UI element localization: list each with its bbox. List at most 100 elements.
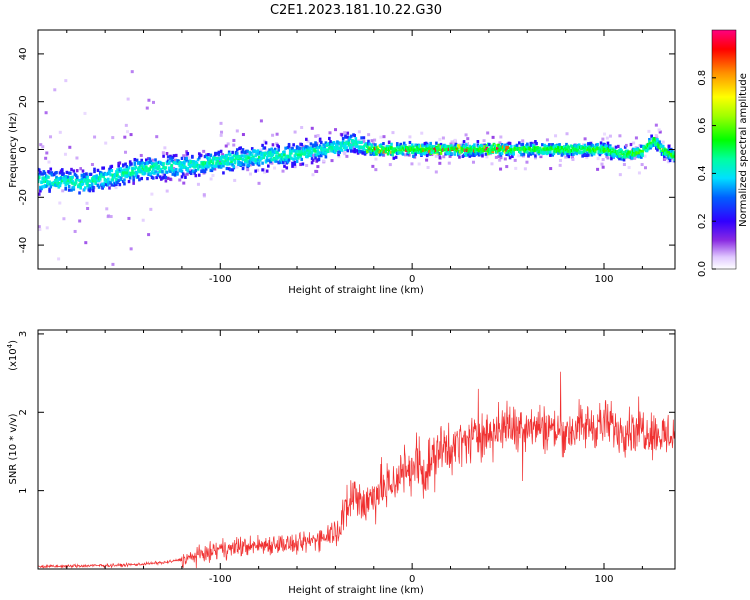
spectrogram-ridge-cell <box>430 144 434 149</box>
spectrogram-noise-cell <box>188 169 192 173</box>
spectrogram-ridge-cell <box>74 181 78 185</box>
spectrogram-noise-cell <box>367 133 371 137</box>
spectrogram-ridge-cell <box>257 161 261 165</box>
spectrogram-noise-cell <box>75 156 79 160</box>
spectrogram-ridge-cell <box>70 188 73 192</box>
spectrogram-ridge-cell <box>252 155 255 159</box>
spectrogram-ridge-cell <box>230 161 233 165</box>
spectrogram-ridge-cell <box>387 140 391 144</box>
spectrogram-ridge-cell <box>314 156 317 160</box>
spectrogram-ridge-cell <box>361 151 365 155</box>
spectrogram-ridge-cell <box>416 150 420 155</box>
spectrogram-ridge-cell <box>115 178 118 182</box>
spectrogram-ridge-cell <box>72 187 76 191</box>
spectrogram-ridge-cell <box>348 136 352 141</box>
spectrogram-ridge-cell <box>135 158 139 162</box>
spectrogram-ridge-cell <box>476 140 480 144</box>
spectrogram-ridge-cell <box>235 155 239 159</box>
spectrogram-ridge-cell <box>455 149 459 153</box>
spectrogram-noise-cell <box>124 123 128 127</box>
spectrogram-ridge-cell <box>530 149 534 153</box>
spectrogram-noise-cell <box>49 135 53 139</box>
spectrogram-ridge-cell <box>83 179 87 183</box>
spectrogram-ridge-cell <box>241 166 245 171</box>
spectrogram-ridge-cell <box>38 168 41 172</box>
spectrogram-ridge-cell <box>622 158 626 162</box>
spectrogram-ridge-cell <box>116 171 119 175</box>
spectrogram-ridge-cell <box>58 171 62 175</box>
spectrogram-ridge-cell <box>294 151 298 155</box>
spectrogram-noise-cell <box>182 154 186 158</box>
spectrogram-ridge-cell <box>258 158 262 162</box>
spectrogram-ridge-cell <box>587 143 590 147</box>
spectrogram-noise-cell <box>382 135 386 139</box>
spectrogram-noise-cell <box>174 158 178 162</box>
spectrogram-ridge-cell <box>250 147 254 151</box>
spectrogram-ridge-cell <box>353 148 356 152</box>
spectrogram-noise-cell <box>45 151 49 155</box>
spectrogram-noise-cell <box>608 134 612 138</box>
spectrogram-ridge-cell <box>92 185 95 190</box>
spectrogram-ridge-cell <box>239 156 243 161</box>
spectrogram-noise-cell <box>663 157 667 161</box>
spectrogram-noise-cell <box>558 159 562 163</box>
spectrogram-ridge-cell <box>231 150 234 154</box>
spectrogram-ridge-cell <box>41 172 45 176</box>
spectrogram-ridge-cell <box>138 178 141 182</box>
spectrogram-ridge-cell <box>378 153 382 157</box>
spectrogram-ridge-cell <box>86 175 89 179</box>
spectrogram-noise-cell <box>371 164 375 168</box>
spectrogram-noise-cell <box>246 168 250 172</box>
spectrogram-ytick-label: -40 <box>18 237 29 253</box>
spectrogram-noise-cell <box>666 160 670 164</box>
spectrogram-noise-cell <box>301 145 305 149</box>
spectrogram-ridge-cell <box>314 141 317 145</box>
spectrogram-ridge-cell <box>232 164 236 169</box>
spectrogram-ridge-cell <box>169 154 172 158</box>
spectrogram-ridge-cell <box>269 159 272 164</box>
spectrogram-ridge-cell <box>59 181 63 185</box>
spectrogram-ridge-cell <box>348 143 352 147</box>
spectrogram-noise-cell <box>434 154 438 158</box>
spectrogram-ridge-cell <box>185 156 188 161</box>
spectrogram-ridge-cell <box>608 145 612 149</box>
spectrogram-noise-cell <box>150 192 154 196</box>
spectrogram-ridge-cell <box>93 167 96 171</box>
spectrogram-ridge-cell <box>420 152 423 157</box>
spectrogram-ridge-cell <box>538 147 542 151</box>
spectrogram-ridge-cell <box>120 173 124 177</box>
spectrogram-ridge-cell <box>315 144 318 148</box>
spectrogram-ridge-cell <box>314 149 317 153</box>
spectrogram-noise-cell <box>45 226 49 230</box>
spectrogram-noise-cell <box>482 139 486 143</box>
spectrogram-ridge-cell <box>535 141 538 146</box>
spectrogram-ridge-cell <box>127 171 131 175</box>
spectrogram-ridge-cell <box>481 152 484 156</box>
spectrogram-ridge-cell <box>608 147 612 152</box>
spectrogram-noise-cell <box>410 162 414 166</box>
spectrogram-ridge-cell <box>308 151 312 155</box>
spectrogram-ridge-cell <box>344 147 347 152</box>
spectrogram-ridge-cell <box>125 165 129 169</box>
spectrogram-ridge-cell <box>590 153 594 157</box>
spectrogram-noise-cell <box>518 144 522 148</box>
spectrogram-ridge-cell <box>419 147 422 151</box>
spectrogram-noise-cell <box>221 153 225 157</box>
spectrogram-ridge-cell <box>557 151 560 155</box>
colorbar-label: Normalized spectral amplitude <box>738 73 749 227</box>
spectrogram-ridge-cell <box>256 149 260 153</box>
spectrogram-noise-cell <box>441 136 445 140</box>
spectrogram-ridge-cell <box>646 147 650 151</box>
spectrogram-noise-cell <box>627 166 631 170</box>
spectrogram-ytick-label: 20 <box>18 95 29 108</box>
spectrogram-ridge-cell <box>211 167 215 171</box>
spectrogram-ridge-cell <box>372 152 376 157</box>
spectrogram-noise-cell <box>262 170 266 174</box>
spectrogram-xtick-label: -100 <box>209 274 232 285</box>
spectrogram-ridge-cell <box>505 152 508 157</box>
spectrogram-ridge-cell <box>656 138 659 142</box>
spectrogram-ridge-cell <box>189 171 193 176</box>
spectrogram-noise-cell <box>450 140 454 144</box>
spectrogram-ridge-cell <box>166 176 170 180</box>
spectrogram-ridge-cell <box>340 133 344 137</box>
